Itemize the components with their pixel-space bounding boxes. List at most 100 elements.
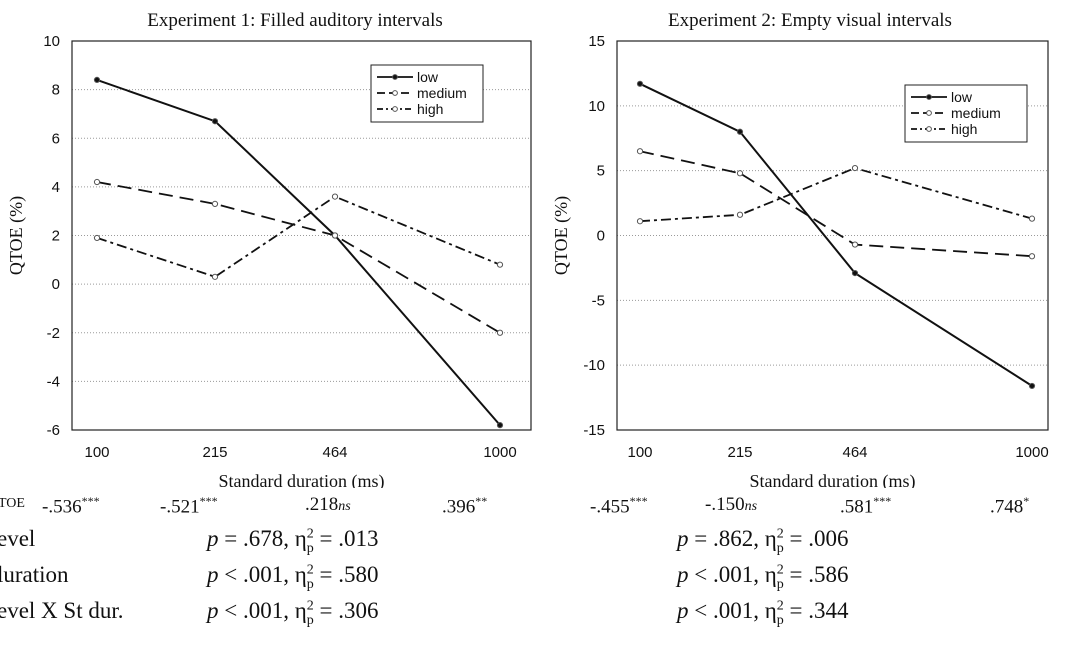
stat-value: p < .001, η2p = .306 <box>207 598 379 629</box>
eta-subscript: p <box>306 576 314 592</box>
significance-marker: * <box>1023 494 1030 508</box>
p-symbol: p <box>677 562 689 587</box>
legend-label-low: low <box>417 69 439 85</box>
legend-marker-low <box>926 94 932 100</box>
data-point-low <box>851 270 859 277</box>
stat-value: p = .678, η2p = .013 <box>207 526 379 557</box>
y-tick-label: 6 <box>52 130 60 147</box>
data-point-high <box>851 164 859 172</box>
eta-superscript: 2 <box>306 526 314 542</box>
y-tick-label: -2 <box>47 325 60 342</box>
legend-label-high: high <box>951 121 977 137</box>
legend-marker-medium <box>926 110 932 116</box>
significance-marker: ns <box>744 499 758 514</box>
y-tick-label: -4 <box>47 373 60 390</box>
eta-value: = .006 <box>783 526 849 551</box>
eta-value: = .306 <box>313 598 379 623</box>
p-symbol: p <box>677 526 689 551</box>
data-point-low <box>93 76 101 84</box>
y-tick-label: 2 <box>52 228 60 245</box>
exp1-correlation: -.536*** <box>42 494 100 518</box>
exp2-correlation: -.150ns <box>705 494 757 516</box>
data-point-high <box>1028 215 1036 222</box>
p-value: < .001, <box>688 598 765 623</box>
correlation-value: -.455 <box>590 496 630 518</box>
y-tick-label: -15 <box>583 422 605 439</box>
correlation-value: .396 <box>442 496 476 518</box>
x-tick-label: 1000 <box>1015 444 1048 461</box>
p-value: < .001, <box>218 562 295 587</box>
exp2-correlation: .581*** <box>840 494 891 518</box>
stat-row-label: evel X St dur. <box>0 598 124 623</box>
eta-symbol: η <box>294 598 307 623</box>
statistics-table: TOE -.536*** -.521*** .218ns .396** -.455***… <box>0 488 1071 672</box>
series-line-low <box>96 78 501 426</box>
data-point-high <box>211 273 219 280</box>
data-point-medium <box>1028 253 1036 260</box>
y-tick-label: 0 <box>597 228 605 245</box>
exp2-correlation: -.455*** <box>590 494 648 518</box>
plot-frame <box>616 40 1049 431</box>
data-point-high <box>496 261 504 268</box>
legend-label-medium: medium <box>951 105 1001 121</box>
stat-value: p < .001, η2p = .586 <box>677 562 849 593</box>
p-value: = .862, <box>688 526 765 551</box>
p-value: = .678, <box>218 526 295 551</box>
correlation-label: TOE <box>0 496 25 511</box>
y-tick-label: -10 <box>583 357 605 374</box>
y-tick-label: 10 <box>588 98 605 115</box>
stat-value: p = .862, η2p = .006 <box>677 526 849 557</box>
data-point-low <box>736 128 744 135</box>
p-symbol: p <box>677 598 689 623</box>
stat-row-label: evel <box>0 526 36 551</box>
eta-symbol: η <box>294 526 307 551</box>
x-tick-label: 215 <box>202 444 227 461</box>
y-axis-label: QTOE (%) <box>551 196 572 275</box>
y-tick-label: 4 <box>52 179 60 196</box>
data-point-medium <box>736 170 744 177</box>
significance-marker: *** <box>81 494 100 508</box>
eta-symbol: η <box>294 562 307 587</box>
y-tick-label: -5 <box>592 292 605 309</box>
eta-value: = .344 <box>783 598 849 623</box>
correlation-value: -.536 <box>42 496 82 518</box>
eta-symbol: η <box>764 526 777 551</box>
legend-label-low: low <box>951 89 973 105</box>
legend-marker-low <box>392 74 398 80</box>
chart-title: Experiment 1: Filled auditory intervals <box>147 10 443 31</box>
stat-value: p < .001, η2p = .580 <box>207 562 379 593</box>
data-point-high <box>736 211 744 218</box>
x-tick-label: 464 <box>322 444 347 461</box>
p-value: < .001, <box>688 562 765 587</box>
y-tick-label: -6 <box>47 422 60 439</box>
y-tick-label: 15 <box>588 33 605 50</box>
series-line-low <box>639 82 1033 387</box>
correlation-value: -.150 <box>705 494 745 515</box>
correlation-value: -.521 <box>160 496 200 518</box>
series-line-medium <box>639 150 1033 258</box>
exp1-correlation: .218ns <box>305 494 351 516</box>
stat-row-label: luration <box>0 562 69 587</box>
eta-superscript: 2 <box>306 562 314 578</box>
significance-marker: *** <box>873 494 892 508</box>
correlation-row: TOE -.536*** -.521*** .218ns .396** -.455***… <box>0 490 1071 526</box>
x-tick-label: 100 <box>84 444 109 461</box>
y-axis-label: QTOE (%) <box>6 196 27 275</box>
y-tick-label: 10 <box>43 33 60 50</box>
data-point-high <box>93 234 101 242</box>
x-axis-label: Standard duration (ms) <box>219 471 385 488</box>
eta-subscript: p <box>306 540 314 556</box>
y-tick-label: 5 <box>597 163 605 180</box>
eta-subscript: p <box>776 612 784 628</box>
data-point-low <box>496 422 504 429</box>
eta-value: = .013 <box>313 526 379 551</box>
series-line-high <box>96 195 501 278</box>
exp2-correlation: .748* <box>990 494 1029 518</box>
x-tick-label: 1000 <box>483 444 516 461</box>
data-point-medium <box>331 232 339 239</box>
exp1-correlation: -.521*** <box>160 494 218 518</box>
p-value: < .001, <box>218 598 295 623</box>
eta-superscript: 2 <box>776 562 784 578</box>
eta-subscript: p <box>306 612 314 628</box>
data-point-medium <box>93 178 101 186</box>
